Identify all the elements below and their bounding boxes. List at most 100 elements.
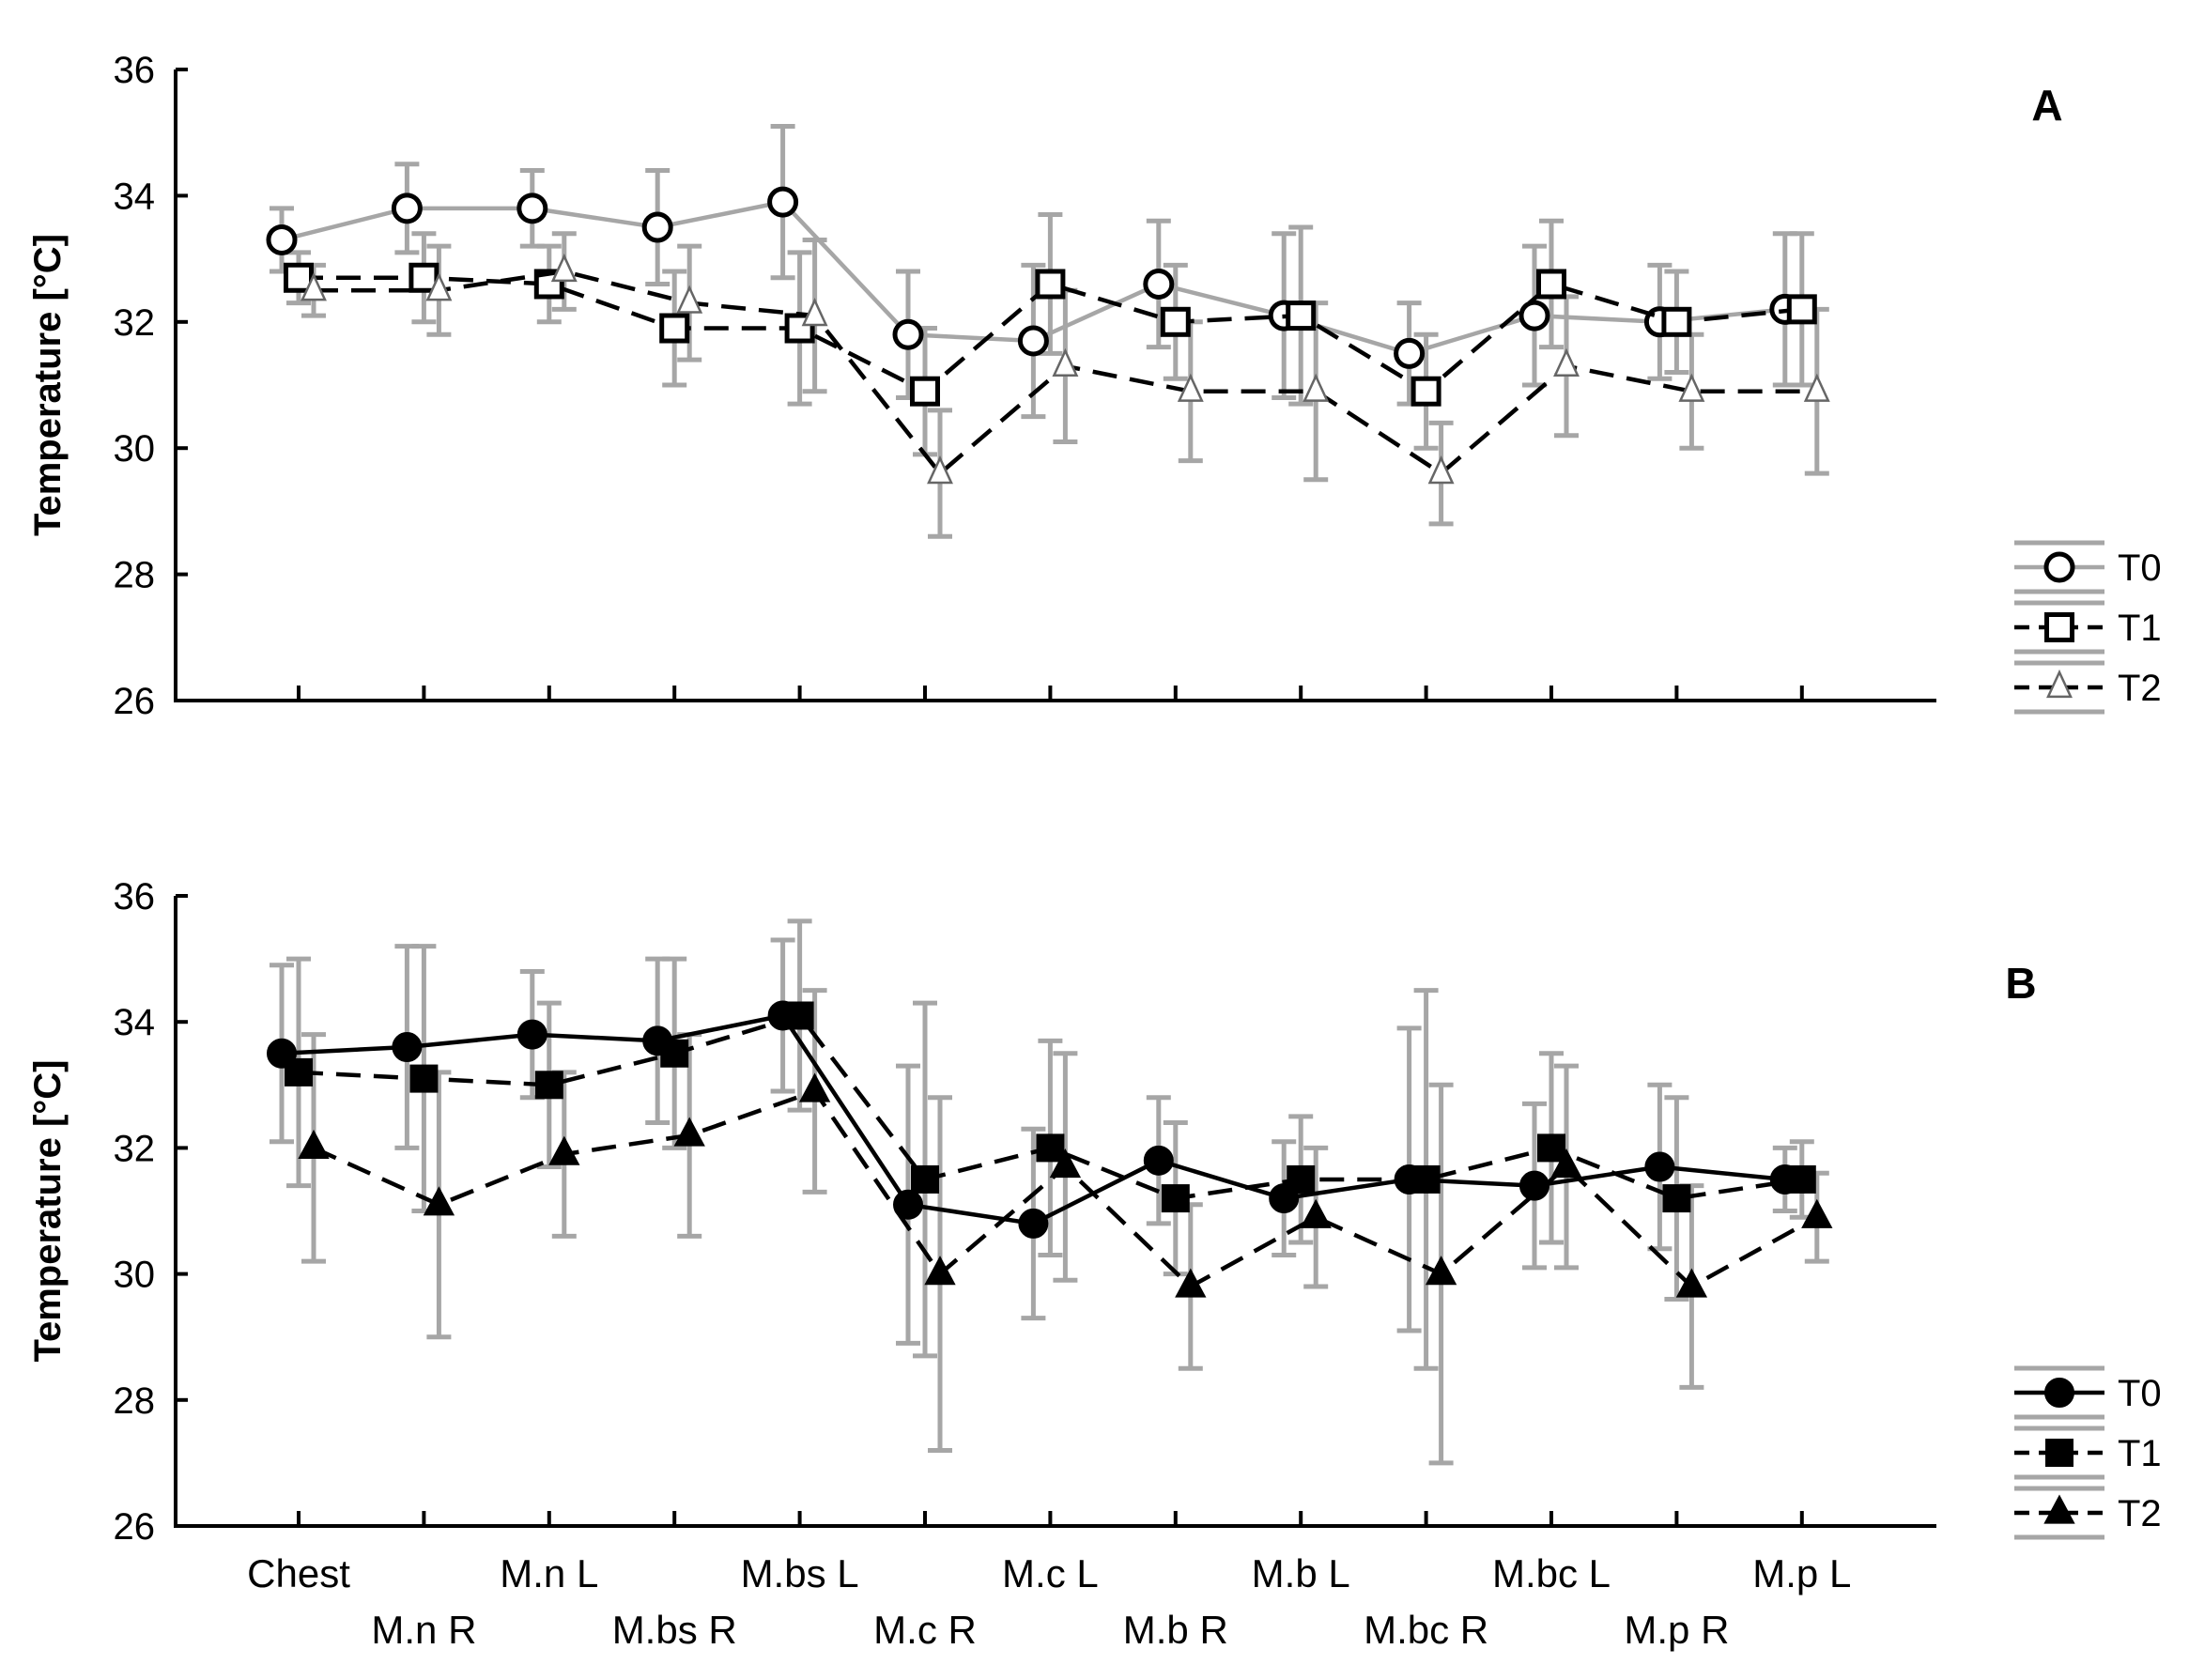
legend-marker xyxy=(2044,1378,2074,1408)
data-point xyxy=(673,1117,705,1147)
data-point xyxy=(911,1164,939,1194)
data-point xyxy=(1537,1133,1565,1163)
data-point xyxy=(785,1001,814,1030)
data-point xyxy=(1550,1148,1582,1179)
data-point xyxy=(516,1019,547,1050)
data-point xyxy=(1803,373,1830,402)
data-point xyxy=(1425,1256,1457,1286)
x-tick-label: M.b R xyxy=(1123,1608,1228,1652)
data-point xyxy=(1644,1151,1675,1182)
x-tick-label: M.c R xyxy=(873,1608,977,1652)
y-tick-label: 32 xyxy=(114,1128,156,1169)
data-point xyxy=(1143,1145,1174,1176)
legend-marker xyxy=(2046,669,2073,699)
y-tick-label: 34 xyxy=(114,176,156,217)
legend-label: T1 xyxy=(2118,608,2162,649)
legend-label: T0 xyxy=(2118,547,2162,589)
data-point xyxy=(1161,1184,1190,1213)
data-point xyxy=(1160,306,1191,337)
series-t1 xyxy=(285,1001,1816,1213)
data-point xyxy=(1427,455,1455,485)
panel-label: B xyxy=(2005,959,2036,1008)
data-point xyxy=(1536,269,1566,300)
data-point xyxy=(767,186,799,218)
legend: T0 T1 T2 xyxy=(2014,540,2162,715)
data-point xyxy=(423,1186,455,1216)
y-tick-label: 34 xyxy=(114,1002,156,1043)
data-point xyxy=(1035,269,1066,300)
data-point xyxy=(1678,373,1705,402)
data-point xyxy=(1786,294,1817,325)
data-point xyxy=(927,455,953,485)
data-point xyxy=(516,193,548,224)
data-point xyxy=(1286,301,1317,331)
data-point xyxy=(266,223,298,255)
data-point xyxy=(924,1256,956,1286)
x-tick-label: M.n R xyxy=(371,1608,476,1652)
legend-marker xyxy=(2045,1439,2073,1467)
data-point xyxy=(1052,347,1079,377)
x-tick-label: M.c L xyxy=(1002,1551,1099,1595)
data-point xyxy=(1518,300,1550,331)
y-axis-label: Temperature [°C] xyxy=(27,1060,69,1363)
data-point xyxy=(1787,1164,1816,1194)
data-point xyxy=(1411,376,1441,407)
data-point xyxy=(1801,1198,1833,1228)
error-bars-t0 xyxy=(270,937,1797,1346)
series-t0 xyxy=(266,186,1801,369)
data-point xyxy=(298,1129,330,1160)
x-tick-label: M.b L xyxy=(1252,1551,1350,1595)
x-tick-label: Chest xyxy=(247,1551,350,1595)
legend-marker xyxy=(2043,1494,2075,1524)
x-tick-label: M.bc L xyxy=(1492,1551,1611,1595)
data-point xyxy=(659,313,690,344)
data-point xyxy=(392,1032,423,1063)
x-tick-label: M.p L xyxy=(1752,1551,1851,1595)
x-tick-label: M.n L xyxy=(500,1551,598,1595)
x-tick-label: M.bs L xyxy=(741,1551,859,1595)
legend-marker xyxy=(2043,551,2075,583)
y-tick-label: 28 xyxy=(114,1380,156,1422)
data-point xyxy=(1675,1268,1708,1298)
data-point xyxy=(550,253,578,283)
data-point xyxy=(285,1057,313,1087)
x-tick-label: M.p R xyxy=(1624,1608,1729,1652)
y-tick-label: 26 xyxy=(114,1506,156,1548)
data-point xyxy=(1175,1268,1207,1298)
data-point xyxy=(798,1072,831,1102)
panel-a: 26 28 30 32 34 36 Temperature [°C] A T0 T1 T2 xyxy=(27,50,2162,722)
data-point xyxy=(1553,347,1580,377)
data-point xyxy=(1018,1208,1049,1239)
legend-marker xyxy=(2044,612,2074,642)
legend-label: T0 xyxy=(2118,1373,2162,1414)
data-point xyxy=(910,376,940,407)
data-point xyxy=(1303,373,1330,402)
y-tick-label: 30 xyxy=(114,1255,156,1296)
data-point xyxy=(1049,1148,1082,1179)
x-tick-labels: Chest M.n R M.n L M.bs RM.bs L M.c R M.c L M.b… xyxy=(247,1551,1851,1652)
legend-label: T1 xyxy=(2118,1433,2162,1474)
data-point xyxy=(1411,1164,1441,1194)
legend: T0 T1 T2 xyxy=(2014,1365,2162,1540)
panel-b: 26 28 30 32 34 36 Temperature [°C] B T0 T1 T2 Chest… xyxy=(27,876,2162,1652)
series-t2 xyxy=(301,253,1830,485)
data-point xyxy=(534,1071,563,1100)
data-point xyxy=(676,285,703,314)
data-point xyxy=(1661,306,1692,337)
y-tick-label: 32 xyxy=(114,302,156,344)
series-t2 xyxy=(298,1072,1833,1298)
data-point xyxy=(548,1135,580,1165)
y-tick-label: 36 xyxy=(114,876,156,917)
data-point xyxy=(1143,268,1175,300)
panel-label: A xyxy=(2031,81,2062,130)
data-point xyxy=(1519,1170,1549,1201)
data-point xyxy=(1662,1184,1691,1213)
data-point xyxy=(1287,1164,1316,1194)
data-point xyxy=(1036,1133,1065,1163)
data-point xyxy=(1300,1198,1332,1228)
y-tick-label: 36 xyxy=(114,50,156,91)
data-point xyxy=(641,211,673,243)
x-tick-label: M.bs R xyxy=(612,1608,737,1652)
y-tick-label: 28 xyxy=(114,555,156,596)
